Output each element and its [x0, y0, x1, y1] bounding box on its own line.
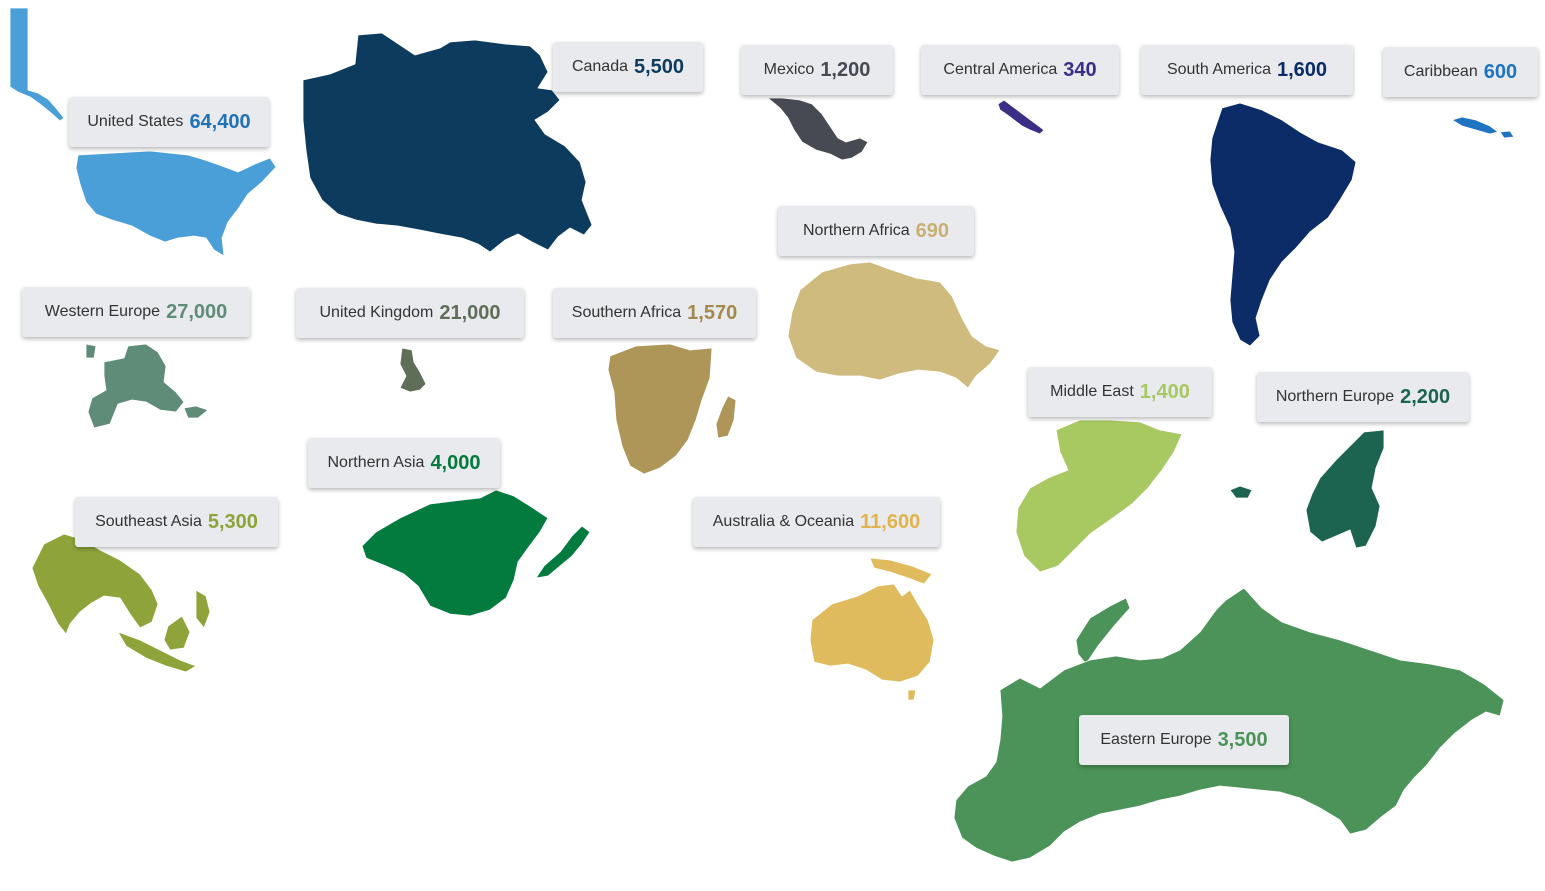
- region-value: 1,400: [1139, 380, 1190, 403]
- region-name: Australia & Oceania: [712, 513, 855, 530]
- callout-canada[interactable]: Canada 5,500: [553, 42, 703, 92]
- callout-southeast-asia[interactable]: Southeast Asia 5,300: [75, 497, 278, 547]
- canada-shape[interactable]: [302, 32, 593, 253]
- callout-middle-east[interactable]: Middle East 1,400: [1028, 367, 1212, 417]
- region-value: 690: [915, 219, 950, 242]
- region-value: 11,600: [860, 510, 921, 533]
- callout-mexico[interactable]: Mexico 1,200: [741, 45, 893, 95]
- callout-northern-africa[interactable]: Northern Africa 690: [778, 206, 974, 256]
- region-name: South America: [1166, 61, 1271, 78]
- central-america-shape[interactable]: [997, 99, 1045, 135]
- northern-asia-shape[interactable]: [361, 489, 591, 617]
- region-value: 1,570: [687, 301, 738, 324]
- callout-northern-asia[interactable]: Northern Asia 4,000: [308, 438, 500, 488]
- callout-united-kingdom[interactable]: United Kingdom 21,000: [296, 288, 524, 338]
- region-value: 5,300: [207, 510, 258, 533]
- callout-southern-africa[interactable]: Southern Africa 1,570: [553, 288, 756, 338]
- region-name: Mexico: [763, 61, 815, 78]
- callout-australia-oceania[interactable]: Australia & Oceania 11,600: [693, 497, 940, 547]
- region-name: Northern Africa: [802, 222, 910, 239]
- region-name: Central America: [943, 61, 1058, 78]
- callout-eastern-europe[interactable]: Eastern Europe 3,500: [1079, 715, 1289, 765]
- callout-south-america[interactable]: South America 1,600: [1141, 45, 1353, 95]
- region-value: 2,200: [1400, 385, 1451, 408]
- southern-africa-shape[interactable]: [607, 343, 737, 475]
- western-europe-shape[interactable]: [85, 343, 209, 429]
- caribbean-shape[interactable]: [1451, 116, 1515, 139]
- region-value: 1,200: [820, 58, 871, 81]
- region-name: United States: [87, 113, 184, 130]
- region-name: Western Europe: [44, 303, 161, 320]
- region-value: 1,600: [1277, 58, 1328, 81]
- region-name: Caribbean: [1403, 63, 1478, 80]
- southeast-asia-shape[interactable]: [31, 533, 211, 673]
- region-value: 5,500: [633, 55, 685, 78]
- region-name: Northern Europe: [1275, 388, 1395, 405]
- mexico-shape[interactable]: [767, 97, 869, 161]
- region-value: 340: [1063, 58, 1097, 81]
- region-name: United Kingdom: [319, 304, 434, 321]
- callout-caribbean[interactable]: Caribbean 600: [1383, 47, 1538, 97]
- united-kingdom-shape[interactable]: [399, 347, 427, 393]
- callout-western-europe[interactable]: Western Europe 27,000: [22, 287, 250, 337]
- australia-oceania-shape[interactable]: [809, 557, 935, 701]
- united-states-shape[interactable]: [9, 7, 277, 257]
- region-value: 21,000: [439, 301, 501, 324]
- northern-europe-shape[interactable]: [1229, 429, 1385, 549]
- region-value: 3,500: [1217, 728, 1268, 751]
- northern-africa-shape[interactable]: [787, 261, 1001, 389]
- middle-east-shape[interactable]: [1015, 419, 1183, 573]
- callout-central-america[interactable]: Central America 340: [921, 45, 1119, 95]
- region-name: Northern Asia: [327, 454, 425, 471]
- region-value: 600: [1483, 60, 1518, 83]
- callout-northern-europe[interactable]: Northern Europe 2,200: [1257, 372, 1469, 422]
- region-name: Southern Africa: [571, 304, 682, 321]
- region-value: 4,000: [430, 451, 481, 474]
- region-name: Canada: [571, 58, 628, 75]
- region-name: Southeast Asia: [95, 513, 202, 530]
- callout-united-states[interactable]: United States 64,400: [69, 97, 269, 147]
- region-name: Eastern Europe: [1100, 731, 1212, 748]
- region-name: Middle East: [1050, 383, 1134, 400]
- region-value: 27,000: [166, 300, 228, 323]
- south-america-shape[interactable]: [1209, 102, 1357, 347]
- region-value: 64,400: [189, 110, 251, 133]
